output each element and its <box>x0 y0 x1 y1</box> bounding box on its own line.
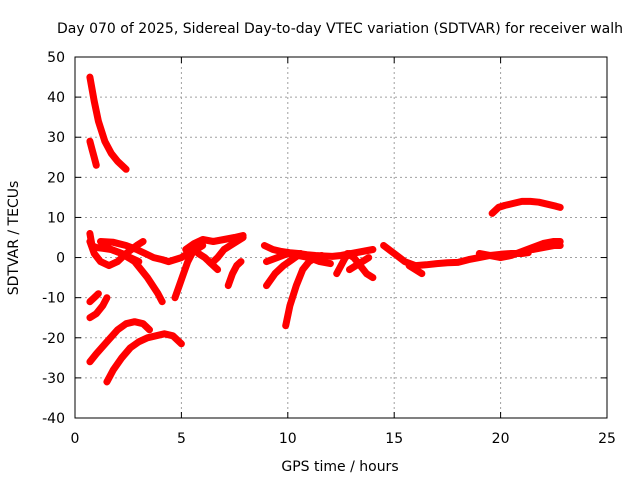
series-arc-13 <box>194 234 247 268</box>
y-tick-label: 20 <box>47 170 65 186</box>
series-arc-2 <box>86 137 100 169</box>
series-arc-27 <box>488 197 564 217</box>
y-tick-label: -40 <box>42 411 65 427</box>
x-tick-label: 25 <box>598 431 616 447</box>
y-tick-label: 10 <box>47 210 65 226</box>
y-tick-label: -10 <box>42 291 65 307</box>
series-arc-8 <box>86 294 111 322</box>
series-arc-15 <box>224 258 245 290</box>
series-arc-9 <box>86 318 153 366</box>
y-tick-label: 30 <box>47 130 65 146</box>
series-arc-6 <box>99 242 143 266</box>
chart-title: Day 070 of 2025, Sidereal Day-to-day VTE… <box>57 21 623 37</box>
y-tick-label: -20 <box>42 331 65 347</box>
series-arc-25 <box>475 238 564 262</box>
y-tick-label: 0 <box>56 251 65 267</box>
y-tick-label: 50 <box>47 50 65 66</box>
x-tick-label: 5 <box>177 431 186 447</box>
axis-ticks: 0 5 10 15 20 25 -40 -30 -20 -10 0 10 20 30 40 50 <box>42 50 616 447</box>
y-tick-label: 40 <box>47 90 65 106</box>
grid <box>75 57 607 418</box>
series-arc-12 <box>182 232 247 253</box>
series-arc-7 <box>86 290 102 306</box>
series-arc-26 <box>529 242 564 253</box>
series-arc-19 <box>282 252 326 330</box>
series-arc-1 <box>86 73 130 173</box>
x-tick-label: 20 <box>492 431 510 447</box>
x-axis-label: GPS time / hours <box>281 459 398 475</box>
y-axis-label: SDTVAR / TECUs <box>6 181 22 296</box>
y-tick-label: -30 <box>42 371 65 387</box>
series-arc-22 <box>343 250 377 282</box>
series-arc-24 <box>405 262 426 278</box>
series-arc-11 <box>171 242 207 302</box>
series-arc-18 <box>263 250 305 290</box>
series-arc-10 <box>103 330 185 386</box>
series-group <box>86 73 564 386</box>
x-tick-label: 0 <box>71 431 80 447</box>
plot-frame <box>74 56 608 419</box>
x-tick-label: 10 <box>279 431 297 447</box>
series-arc-5 <box>97 238 192 266</box>
series-arc-14 <box>205 258 222 274</box>
x-tick-label: 15 <box>385 431 403 447</box>
